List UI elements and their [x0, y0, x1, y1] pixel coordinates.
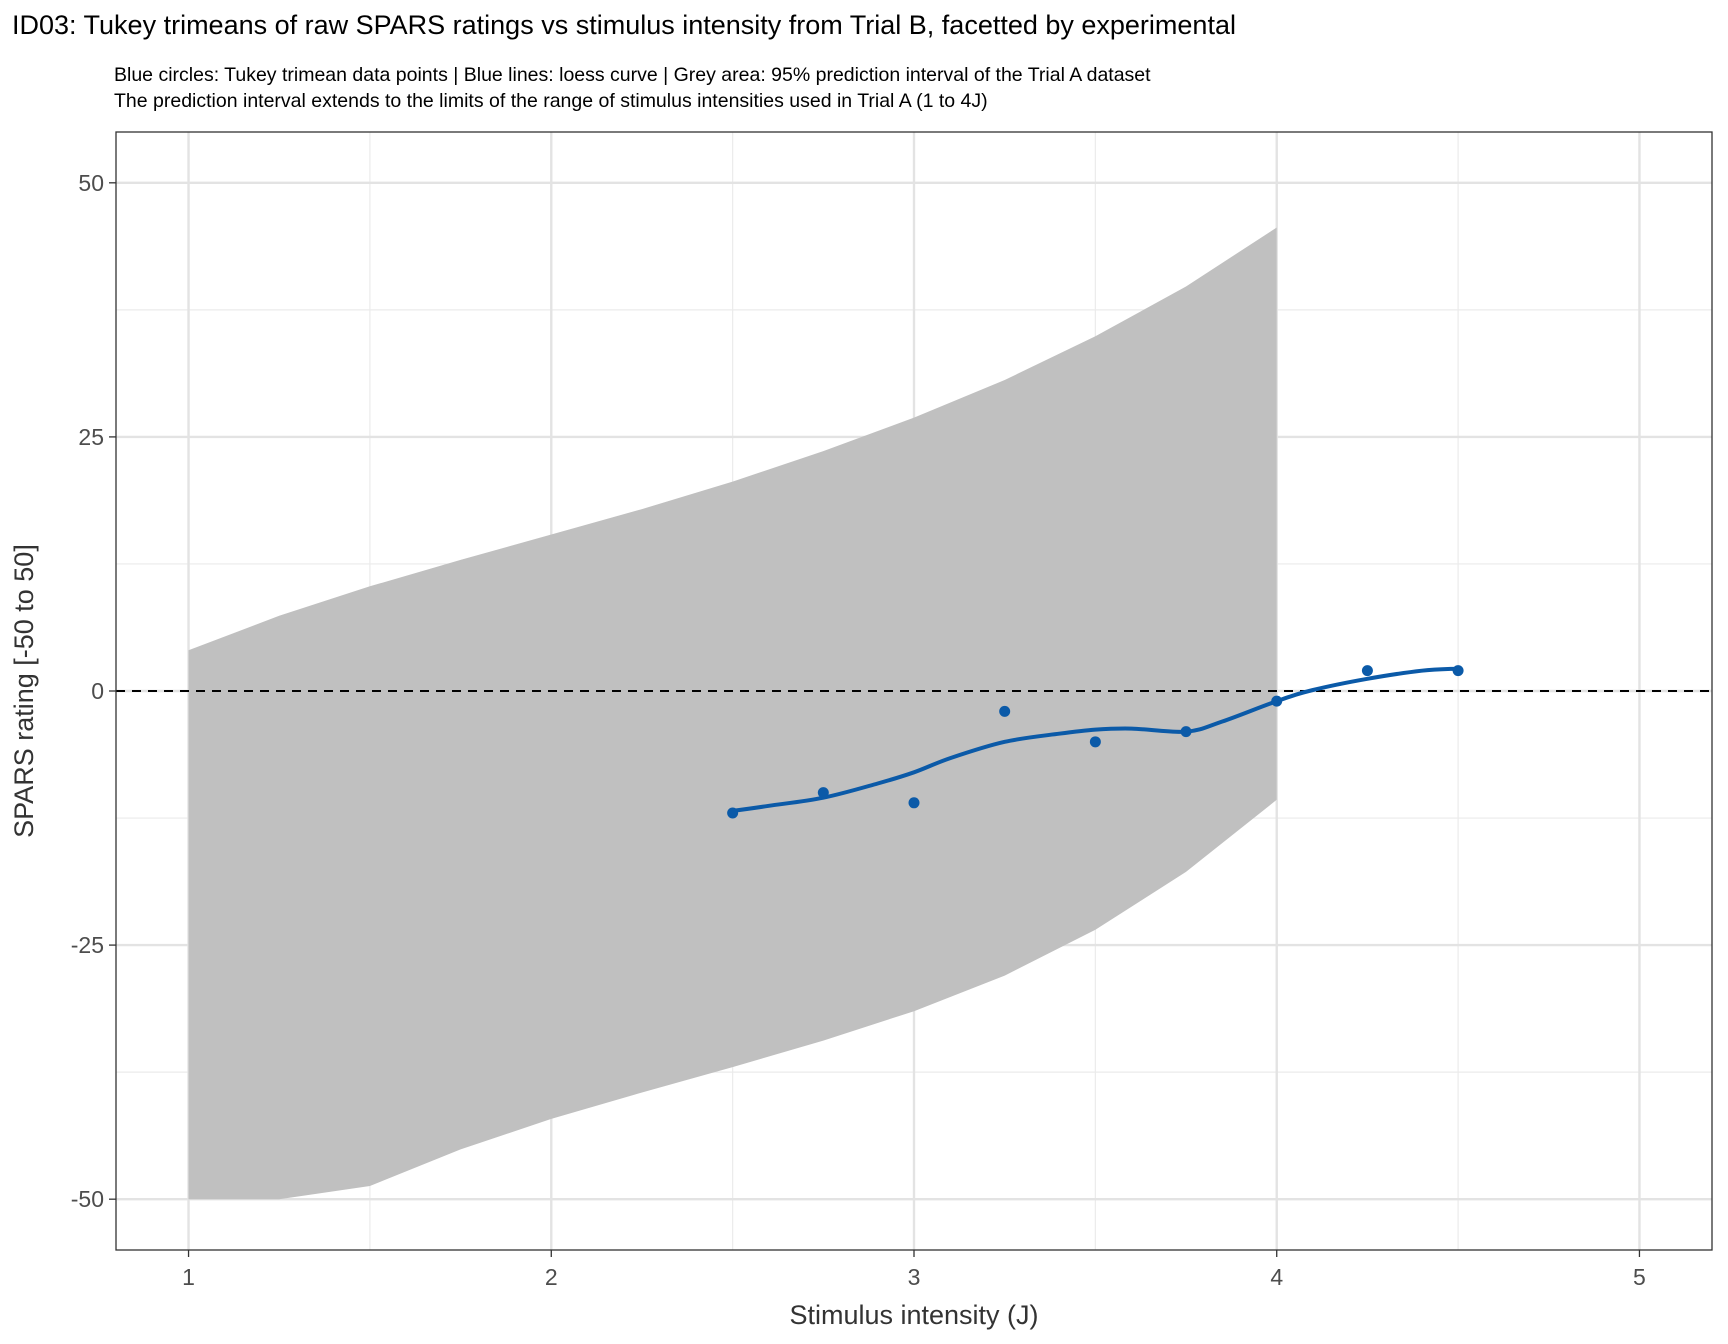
- trimean-data-point: [1361, 665, 1373, 677]
- y-tick-label: 25: [78, 424, 104, 450]
- x-tick-label: 2: [545, 1264, 558, 1290]
- y-tick-label: 0: [91, 678, 104, 704]
- trimean-data-point: [908, 797, 920, 809]
- x-tick-label: 5: [1633, 1264, 1646, 1290]
- chart-subtitle-line-1: Blue circles: Tukey trimean data points …: [114, 64, 1151, 86]
- trimean-data-point: [1452, 665, 1464, 677]
- axes: 1 2 3 4 5 50 25 0 -25 -50: [71, 170, 1646, 1290]
- prediction-interval-layer: [188, 227, 1277, 1200]
- trimean-data-point: [727, 807, 739, 819]
- chart-title: ID03: Tukey trimeans of raw SPARS rating…: [12, 10, 1236, 40]
- loess-curve: [730, 666, 1461, 813]
- trimean-data-point: [817, 787, 829, 799]
- y-axis-title: SPARS rating [-50 to 50]: [9, 544, 39, 838]
- x-tick-label: 3: [908, 1264, 921, 1290]
- x-tick-label: 1: [182, 1264, 195, 1290]
- trimean-data-point: [999, 705, 1011, 717]
- x-axis-title: Stimulus intensity (J): [789, 1300, 1038, 1330]
- series-layer: [727, 665, 1464, 819]
- x-tick-label: 4: [1270, 1264, 1283, 1290]
- trimean-data-point: [1180, 726, 1192, 738]
- prediction-interval-band: [188, 227, 1277, 1200]
- y-tick-label: -25: [71, 932, 104, 958]
- chart-subtitle-line-2: The prediction interval extends to the l…: [114, 90, 988, 112]
- y-tick-label: 50: [78, 170, 104, 196]
- y-tick-label: -50: [71, 1186, 104, 1212]
- trimean-data-point: [1089, 736, 1101, 748]
- trimean-data-point: [1271, 695, 1283, 707]
